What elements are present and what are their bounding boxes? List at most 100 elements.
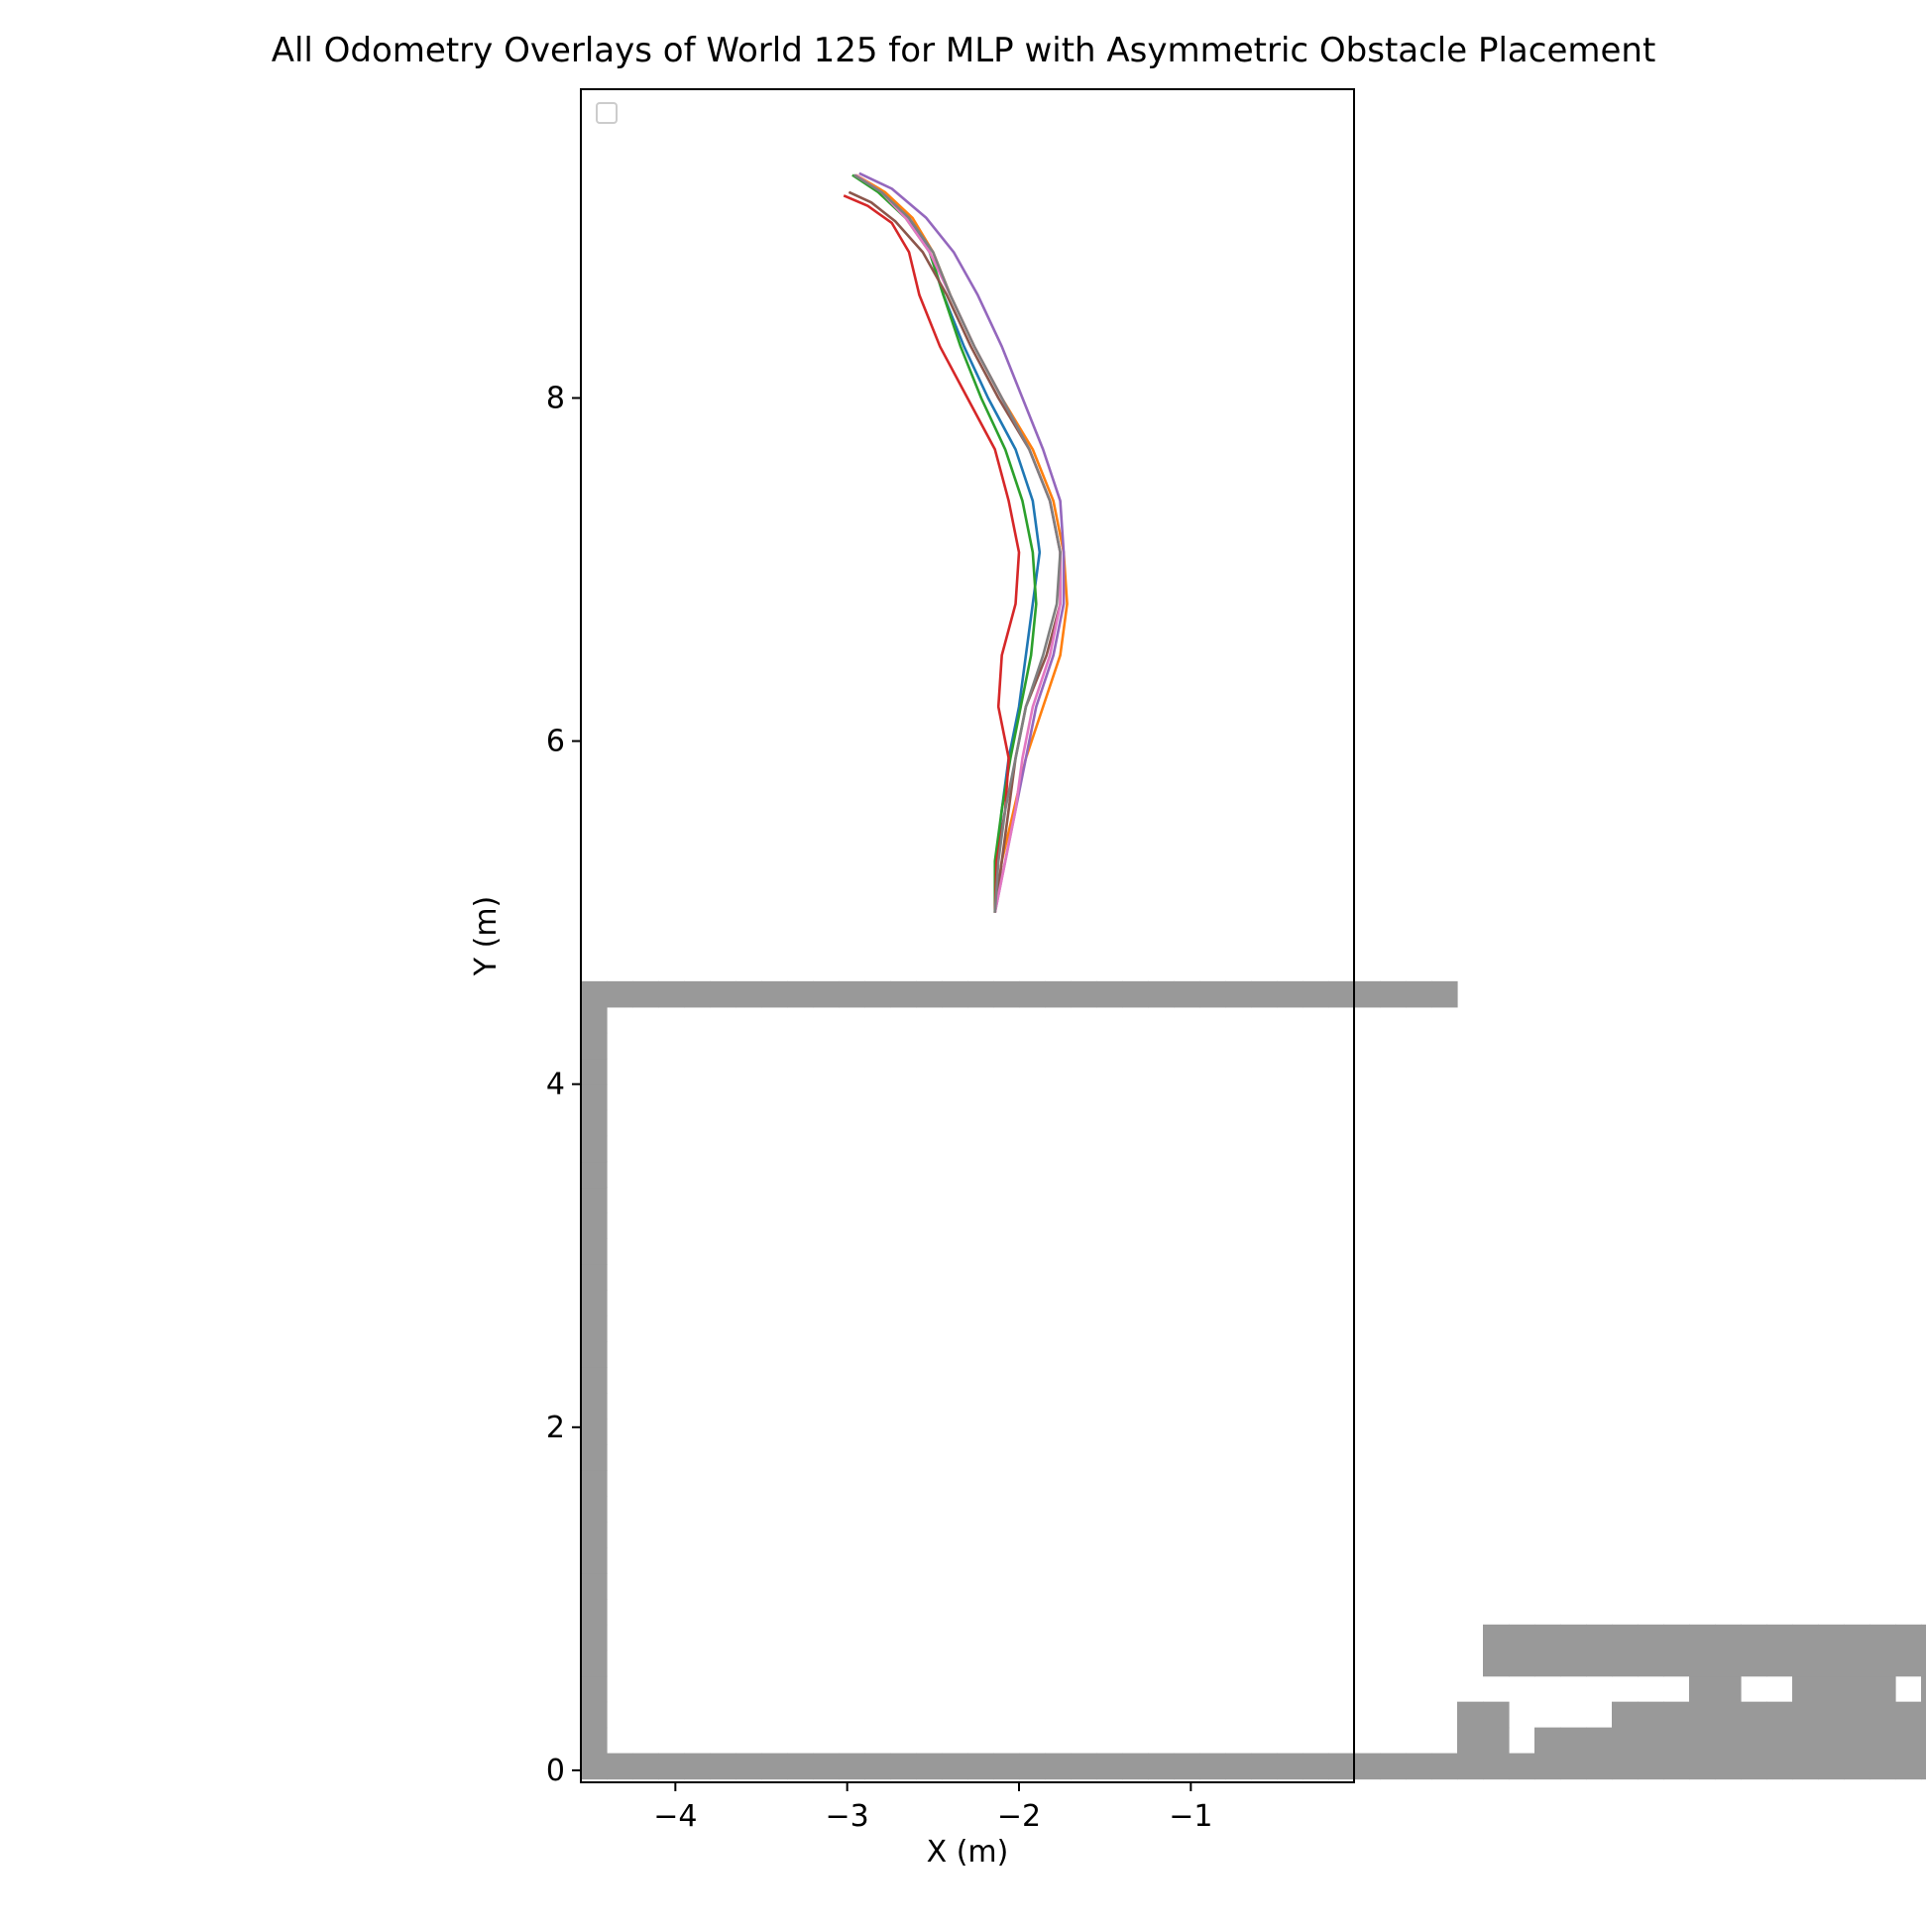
obstacle-cell <box>1560 1624 1587 1651</box>
obstacle-cell <box>1586 1649 1613 1677</box>
obstacle-cell <box>1509 1649 1535 1677</box>
y-tick-label: 6 <box>546 725 565 759</box>
obstacle-cell <box>1560 1727 1587 1755</box>
obstacle-cell <box>1844 1624 1870 1651</box>
obstacle-cell <box>1715 1675 1742 1703</box>
obstacle-cell <box>581 1496 608 1523</box>
obstacle-cell <box>1792 1675 1819 1703</box>
obstacle-cell <box>1792 1753 1819 1780</box>
obstacle-cell <box>1174 1753 1200 1780</box>
obstacle-cell <box>839 980 865 1008</box>
obstacle-cell <box>581 1419 608 1445</box>
obstacle-cell <box>1251 980 1278 1008</box>
obstacle-cell <box>1869 1727 1896 1755</box>
obstacle-cell <box>1045 980 1072 1008</box>
obstacle-cell <box>1199 1753 1226 1780</box>
obstacle-cell <box>607 1753 633 1780</box>
obstacle-cell <box>581 1572 608 1600</box>
obstacle-cell <box>1019 1753 1046 1780</box>
obstacle-cell <box>1096 1753 1123 1780</box>
obstacle-cell <box>1303 980 1329 1008</box>
obstacle-cell <box>916 1753 943 1780</box>
y-axis-label: Y (m) <box>469 896 504 977</box>
obstacle-cell <box>1457 1701 1484 1729</box>
obstacle-cell <box>1818 1624 1845 1651</box>
obstacle-cell <box>1921 1753 1926 1780</box>
obstacle-cell <box>581 1161 608 1189</box>
obstacle-cell <box>1560 1649 1587 1677</box>
obstacle-cell <box>1663 1649 1690 1677</box>
obstacle-cell <box>581 1083 608 1111</box>
plot-frame <box>580 88 1355 1783</box>
obstacle-cell <box>736 1753 762 1780</box>
obstacle-cell <box>581 1238 608 1265</box>
obstacle-cell <box>1328 980 1355 1008</box>
obstacle-cell <box>1431 1753 1458 1780</box>
obstacle-cell <box>1715 1624 1742 1651</box>
obstacle-cell <box>761 1753 788 1780</box>
obstacle-cell <box>1612 1701 1639 1729</box>
obstacle-cell <box>581 1546 608 1574</box>
obstacle-cell <box>1741 1649 1767 1677</box>
obstacle-cell <box>1818 1649 1845 1677</box>
obstacle-cell <box>1766 1753 1793 1780</box>
obstacle-cell <box>1869 1753 1896 1780</box>
obstacle-cell <box>1818 1701 1845 1729</box>
obstacle-cell <box>736 980 762 1008</box>
obstacle-cell <box>1741 1753 1767 1780</box>
obstacle-cell <box>1715 1701 1742 1729</box>
obstacle-cell <box>1818 1753 1845 1780</box>
obstacle-cell <box>581 1290 608 1316</box>
y-tick-label: 0 <box>546 1754 565 1788</box>
obstacle-cell <box>1354 1753 1381 1780</box>
obstacle-cell <box>1766 1624 1793 1651</box>
obstacle-cell <box>967 1753 994 1780</box>
obstacle-cell <box>761 980 788 1008</box>
obstacle-cell <box>1895 1701 1922 1729</box>
obstacle-cell <box>1071 980 1097 1008</box>
obstacle-cell <box>1792 1649 1819 1677</box>
obstacle-cell <box>581 1315 608 1342</box>
obstacle-cell <box>787 1753 814 1780</box>
obstacle-cell <box>581 1701 608 1729</box>
odometry-trajectories <box>843 171 1069 913</box>
obstacle-cell <box>684 1753 711 1780</box>
obstacle-cell <box>1534 1727 1561 1755</box>
x-axis-label: X (m) <box>927 1835 1009 1870</box>
obstacle-cell <box>1586 1753 1613 1780</box>
y-axis: 0 2 4 6 8 <box>546 381 581 1788</box>
obstacle-cell <box>581 1598 608 1626</box>
obstacle-cell <box>942 1753 968 1780</box>
obstacle-cell <box>1741 1727 1767 1755</box>
obstacle-cell <box>993 980 1020 1008</box>
obstacle-cell <box>1303 1753 1329 1780</box>
obstacle-cell <box>1638 1624 1664 1651</box>
obstacle-cell <box>1715 1727 1742 1755</box>
obstacle-cell <box>1122 980 1149 1008</box>
obstacle-cell <box>1071 1753 1097 1780</box>
obstacle-cell <box>581 1187 608 1214</box>
obstacle-cell <box>581 1109 608 1137</box>
y-tick-label: 8 <box>546 381 565 415</box>
obstacle-cell <box>942 980 968 1008</box>
obstacle-cell <box>1638 1753 1664 1780</box>
obstacle-cell <box>581 1135 608 1163</box>
obstacle-cell <box>1509 1753 1535 1780</box>
obstacle-cell <box>1844 1727 1870 1755</box>
obstacle-cell <box>1277 980 1303 1008</box>
obstacle-cell <box>1663 1624 1690 1651</box>
chart-title: All Odometry Overlays of World 125 for M… <box>272 31 1656 70</box>
obstacle-cell <box>1483 1727 1510 1755</box>
obstacle-cell <box>710 1753 736 1780</box>
obstacle-cell <box>1457 1753 1484 1780</box>
obstacle-cell <box>1689 1624 1716 1651</box>
obstacle-cell <box>1277 1753 1303 1780</box>
obstacle-cell <box>1715 1753 1742 1780</box>
obstacle-cell <box>1560 1753 1587 1780</box>
obstacle-cell <box>581 1341 608 1368</box>
obstacle-cell <box>1792 1624 1819 1651</box>
obstacle-cell <box>1869 1624 1896 1651</box>
obstacle-cell <box>607 980 633 1008</box>
obstacle-cell <box>1844 1701 1870 1729</box>
